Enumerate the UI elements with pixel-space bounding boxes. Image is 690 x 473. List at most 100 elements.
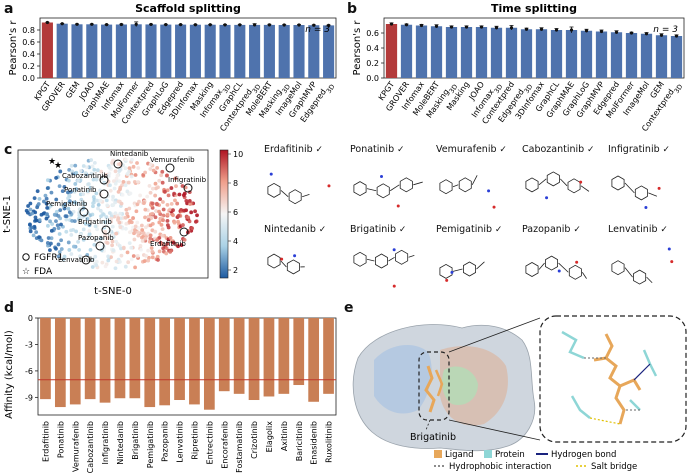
scatter-point [171, 240, 176, 245]
scatter-point [73, 182, 78, 186]
bar [293, 25, 305, 78]
scatter-point [34, 230, 39, 235]
bar [505, 27, 518, 78]
scatter-point [120, 192, 125, 197]
scatter-point [111, 194, 115, 199]
scatter-point [127, 230, 132, 235]
scatter-point [124, 207, 129, 212]
oxygen-atom [280, 257, 284, 261]
scatter-point [34, 218, 39, 223]
scatter-point [112, 186, 117, 191]
x-tick-label: Cabozantinib [86, 421, 95, 473]
scatter-point [175, 201, 180, 206]
scatter-point [66, 240, 71, 245]
ring [634, 185, 648, 201]
scatter-point [59, 247, 64, 251]
scatter-point [74, 170, 79, 175]
bar [189, 24, 201, 78]
nitrogen-atom [269, 172, 273, 176]
affinity-bar [218, 318, 230, 392]
scatter-point [54, 209, 59, 214]
bond [646, 276, 653, 284]
scatter-point [104, 198, 109, 203]
scatter-point [153, 215, 158, 220]
scatter-point [91, 177, 96, 182]
scatter-point [30, 211, 35, 216]
data-point [312, 23, 316, 27]
scatter-point [85, 189, 90, 194]
scatter-point [123, 215, 128, 220]
scatter-point [67, 210, 72, 215]
ring [633, 269, 647, 285]
bar [400, 24, 413, 78]
scatter-point [151, 168, 156, 173]
scatter-point [111, 179, 116, 184]
affinity-bar [233, 318, 245, 394]
data-point [509, 26, 514, 30]
scatter-point [94, 237, 99, 242]
scatter-point [142, 201, 146, 205]
scatter-point [96, 206, 100, 211]
y-tick-label: 0.6 [22, 38, 35, 47]
scatter-point [168, 250, 173, 254]
scatter-point [155, 238, 159, 242]
ring [611, 260, 625, 276]
bond [581, 272, 587, 279]
check-circle-icon: ✓ [315, 225, 327, 235]
affinity-bar [129, 318, 141, 399]
y-tick-label: -3 [25, 340, 33, 349]
fgfr1-marker [99, 189, 109, 199]
molecule-name: Nintedanib ✓ [264, 224, 327, 235]
nitrogen-atom [487, 189, 491, 193]
scatter-point [147, 184, 152, 188]
legend-hydrophobic-label: Hydrophobic interaction [449, 462, 551, 472]
scatter-point [81, 201, 85, 206]
data-point [584, 29, 589, 33]
scatter-point [87, 223, 92, 228]
legend-protein-label: Protein [495, 450, 525, 460]
bond [366, 188, 377, 192]
scatter-point [158, 197, 163, 202]
scatter-point [133, 265, 137, 270]
legend-hbond-label: Hydrogen bond [551, 450, 616, 460]
scatter-point [118, 225, 123, 230]
legend-fgfr1-marker [22, 253, 30, 261]
scatter-point [72, 200, 77, 205]
scatter-point [123, 226, 128, 231]
x-tick-label: Nintedanib [116, 421, 125, 465]
ligand-label: Brigatinib [410, 432, 456, 443]
ring [286, 259, 300, 275]
protein-ligand-docking-view: Brigatinib Ligand Protein Hydrogen bondHyd… [352, 315, 687, 472]
scatter-point [153, 229, 158, 234]
scatter-point [56, 214, 61, 218]
drug-label: Ponatinib [64, 186, 97, 194]
bond [560, 178, 568, 187]
bond [471, 175, 478, 185]
scatter-point [37, 235, 41, 240]
nitrogen-atom [644, 205, 648, 209]
scatter-point [78, 254, 83, 259]
scatter-point [89, 158, 94, 162]
check-circle-icon: ✓ [570, 225, 581, 235]
x-tick-label: Lenvatinib [176, 421, 185, 463]
scatter-point [150, 211, 155, 216]
scatter-point [104, 215, 109, 219]
ring [439, 263, 453, 279]
bar [565, 30, 578, 78]
molecule-structure-drawing [439, 175, 496, 209]
scatter-point [103, 264, 108, 269]
bar [160, 24, 172, 79]
scatter-point [168, 235, 173, 240]
scatter-point [142, 259, 147, 264]
scatter-point [116, 199, 121, 204]
bar [490, 27, 503, 78]
affinity-bar [278, 318, 290, 394]
data-point [119, 22, 123, 27]
bar [175, 24, 187, 79]
oxygen-atom [396, 204, 400, 208]
molecule-structure-drawing [353, 175, 423, 208]
fgfr1-marker [99, 175, 109, 185]
scatter-point [165, 173, 169, 178]
ring [376, 183, 390, 199]
